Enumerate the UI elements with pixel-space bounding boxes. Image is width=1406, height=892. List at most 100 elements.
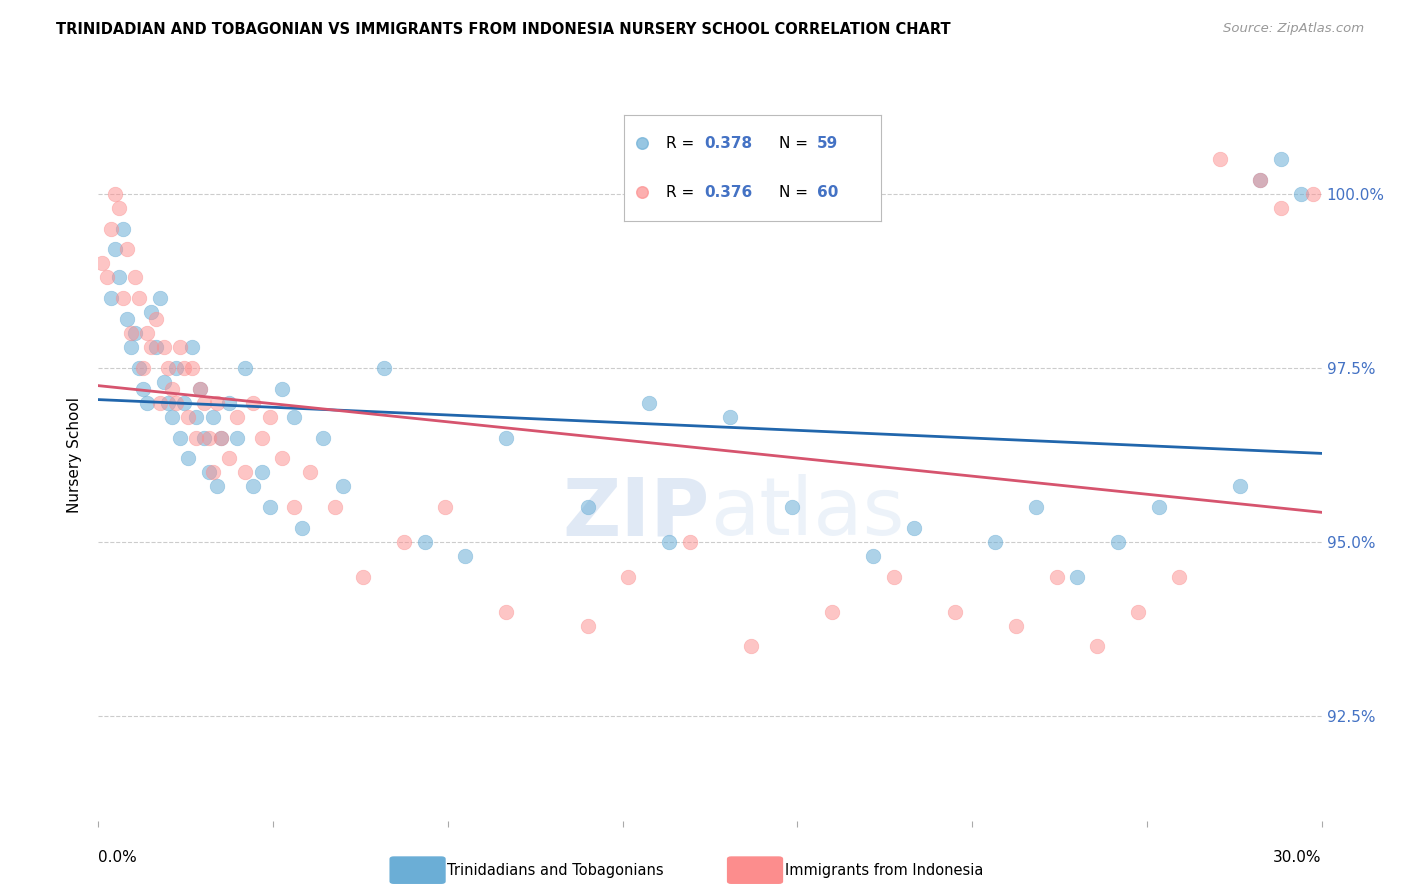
- Point: [242, 395, 264, 409]
- Point: [181, 360, 204, 375]
- Point: [128, 360, 150, 375]
- Point: [188, 382, 212, 396]
- Point: [352, 570, 374, 584]
- Point: [283, 500, 305, 515]
- Point: [1249, 173, 1271, 187]
- Y-axis label: Nursery School: Nursery School: [67, 397, 83, 513]
- Point: [177, 409, 200, 424]
- Point: [124, 270, 146, 285]
- Point: [740, 640, 762, 654]
- Point: [984, 535, 1007, 549]
- Point: [149, 395, 172, 409]
- Point: [111, 221, 134, 235]
- Point: [821, 605, 844, 619]
- Point: [1270, 152, 1292, 166]
- Point: [226, 430, 249, 444]
- Point: [631, 185, 654, 199]
- Point: [128, 291, 150, 305]
- Point: [903, 521, 925, 535]
- Point: [149, 291, 172, 305]
- Point: [100, 291, 122, 305]
- Point: [181, 340, 204, 354]
- Point: [115, 243, 138, 257]
- Point: [617, 570, 640, 584]
- Point: [1045, 570, 1069, 584]
- Point: [495, 605, 517, 619]
- Point: [152, 375, 174, 389]
- Point: [165, 395, 187, 409]
- Point: [205, 479, 228, 493]
- Point: [152, 340, 174, 354]
- Point: [312, 430, 335, 444]
- Point: [156, 360, 179, 375]
- Point: [120, 326, 142, 340]
- Point: [177, 451, 200, 466]
- Text: 0.378: 0.378: [704, 136, 752, 151]
- Text: N =: N =: [779, 136, 813, 151]
- Point: [218, 451, 240, 466]
- Point: [193, 430, 215, 444]
- Point: [169, 340, 191, 354]
- Point: [197, 466, 219, 480]
- Point: [115, 312, 138, 326]
- Text: N =: N =: [779, 185, 813, 200]
- Point: [173, 395, 195, 409]
- Point: [323, 500, 346, 515]
- Point: [1128, 605, 1150, 619]
- Point: [145, 340, 167, 354]
- Point: [141, 340, 163, 354]
- Text: 59: 59: [817, 136, 838, 151]
- Point: [332, 479, 354, 493]
- Point: [862, 549, 884, 563]
- Point: [1208, 152, 1232, 166]
- Point: [943, 605, 966, 619]
- Text: R =: R =: [665, 185, 699, 200]
- Point: [631, 136, 654, 151]
- Point: [299, 466, 322, 480]
- Point: [1147, 500, 1170, 515]
- Point: [193, 395, 215, 409]
- Point: [233, 360, 256, 375]
- Point: [1229, 479, 1251, 493]
- Point: [104, 243, 127, 257]
- Point: [392, 535, 416, 549]
- Point: [136, 395, 159, 409]
- Point: [141, 305, 163, 319]
- Point: [96, 270, 118, 285]
- Text: 0.0%: 0.0%: [98, 850, 138, 865]
- Point: [209, 430, 232, 444]
- Point: [91, 256, 114, 270]
- Point: [883, 570, 905, 584]
- Point: [679, 535, 702, 549]
- Point: [104, 186, 127, 201]
- Point: [132, 382, 155, 396]
- Point: [201, 409, 224, 424]
- Text: TRINIDADIAN AND TOBAGONIAN VS IMMIGRANTS FROM INDONESIA NURSERY SCHOOL CORRELATI: TRINIDADIAN AND TOBAGONIAN VS IMMIGRANTS…: [56, 22, 950, 37]
- Point: [1270, 201, 1292, 215]
- Text: R =: R =: [665, 136, 699, 151]
- Point: [283, 409, 305, 424]
- Point: [1302, 186, 1324, 201]
- Point: [188, 382, 212, 396]
- Point: [145, 312, 167, 326]
- Point: [108, 201, 131, 215]
- Point: [1291, 186, 1313, 201]
- Point: [1085, 640, 1108, 654]
- Point: [111, 291, 134, 305]
- Point: [165, 360, 187, 375]
- Point: [576, 500, 599, 515]
- Point: [259, 409, 281, 424]
- Point: [108, 270, 131, 285]
- Point: [373, 360, 395, 375]
- Point: [124, 326, 146, 340]
- Point: [433, 500, 456, 515]
- Point: [218, 395, 240, 409]
- Point: [226, 409, 249, 424]
- Point: [233, 466, 256, 480]
- Point: [1167, 570, 1189, 584]
- Point: [1004, 618, 1026, 632]
- Point: [250, 430, 273, 444]
- Text: 30.0%: 30.0%: [1274, 850, 1322, 865]
- Point: [291, 521, 314, 535]
- Point: [270, 451, 294, 466]
